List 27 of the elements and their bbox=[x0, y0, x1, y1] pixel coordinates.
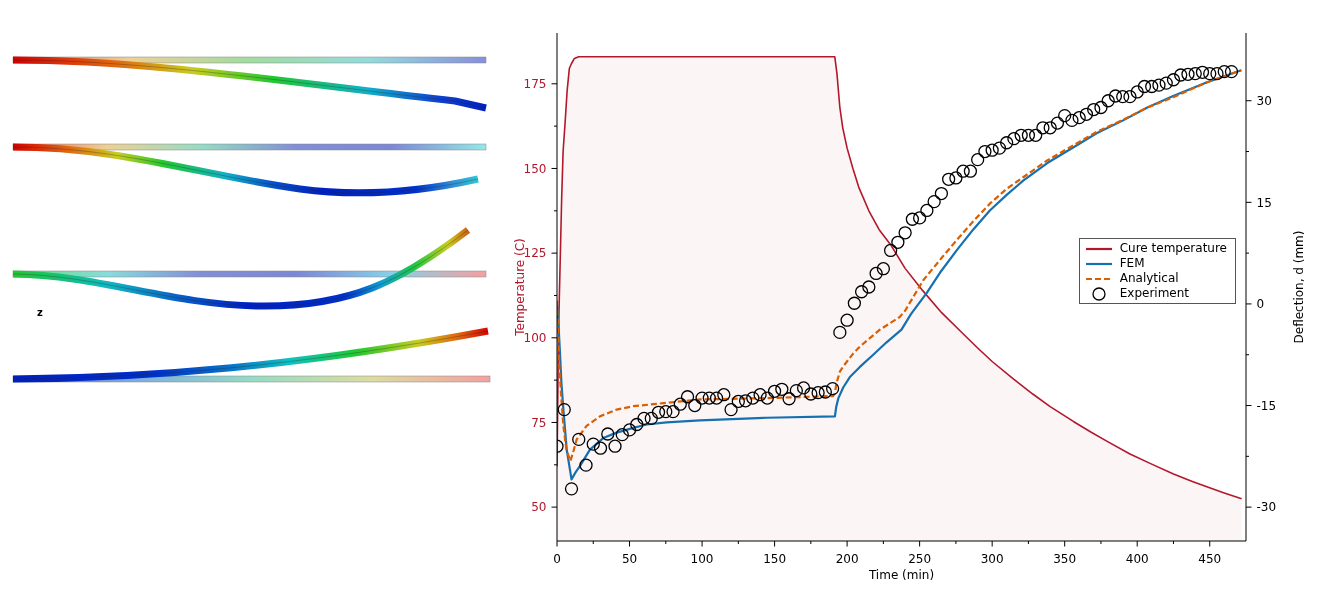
x-tick-label: 150 bbox=[763, 552, 787, 566]
x-tick-label: 400 bbox=[1125, 552, 1149, 566]
y-tick-label: 75 bbox=[531, 415, 547, 430]
y2-tick-label: 30 bbox=[1256, 93, 1272, 108]
x-tick-label: 250 bbox=[908, 552, 932, 566]
x-tick-label: 350 bbox=[1053, 552, 1077, 566]
legend-label: Analytical bbox=[1119, 271, 1179, 286]
legend-label: Experiment bbox=[1119, 286, 1190, 301]
y-tick-label: 150 bbox=[523, 161, 547, 176]
x-axis-title: Time (min) bbox=[867, 568, 935, 582]
legend-label: FEM bbox=[1119, 256, 1145, 271]
x-tick-label: 100 bbox=[690, 552, 714, 566]
text: z bbox=[37, 307, 43, 318]
y-tick-label: 175 bbox=[523, 77, 547, 91]
y2-tick-label: -15 bbox=[1256, 398, 1277, 413]
x-tick-label: 50 bbox=[621, 552, 638, 566]
x-tick-label: 300 bbox=[980, 552, 1004, 566]
y-tick-label: 100 bbox=[523, 331, 547, 345]
x-tick-label: 200 bbox=[835, 552, 859, 566]
x-tick-label: 0 bbox=[553, 552, 561, 566]
y-tick-label: 50 bbox=[531, 500, 547, 515]
y2-axis-title: Deflection, d (mm) bbox=[1292, 230, 1306, 344]
legend-label: Cure temperature bbox=[1119, 241, 1227, 256]
y2-tick-label: -30 bbox=[1256, 500, 1277, 515]
y2-tick-label: 0 bbox=[1256, 297, 1265, 312]
y2-tick-label: 15 bbox=[1256, 195, 1272, 210]
x-tick-label: 450 bbox=[1198, 552, 1222, 566]
